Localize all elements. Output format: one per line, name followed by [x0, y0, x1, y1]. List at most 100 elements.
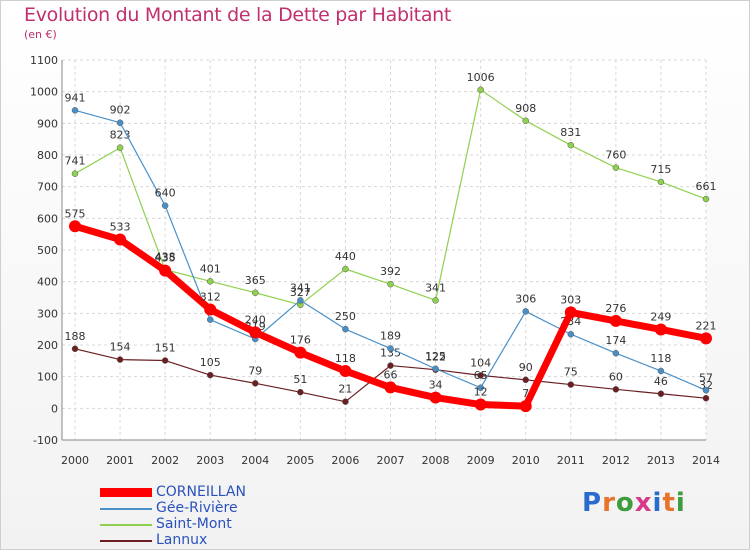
- y-tick-label: 100: [37, 371, 58, 384]
- x-tick-label: 2013: [647, 454, 675, 467]
- chart-title: Evolution du Montant de la Dette par Hab…: [24, 4, 452, 26]
- data-label-g-e-rivi-re: 65: [474, 369, 488, 382]
- x-tick-label: 2003: [196, 454, 224, 467]
- data-point-g-e-rivi-re: [567, 330, 575, 338]
- data-label-lannux: 154: [110, 341, 131, 354]
- data-point-saint-mont: [116, 144, 124, 151]
- data-label-corneillan: 435: [155, 252, 176, 265]
- legend-label-g-e-rivi-re: Gée-Rivière: [156, 500, 238, 516]
- data-point-g-e-rivi-re: [702, 387, 710, 394]
- data-point-lannux: [252, 380, 259, 387]
- data-label-corneillan: 176: [290, 334, 311, 347]
- data-label-saint-mont: 1006: [467, 71, 495, 84]
- data-point-lannux: [522, 376, 529, 384]
- data-point-corneillan: [114, 233, 127, 246]
- data-point-corneillan: [69, 220, 81, 233]
- data-label-g-e-rivi-re: 902: [110, 104, 131, 117]
- data-label-corneillan: 7: [522, 387, 529, 400]
- data-point-g-e-rivi-re: [432, 365, 439, 372]
- y-tick-label: 1000: [30, 86, 58, 99]
- data-point-lannux: [206, 371, 214, 379]
- data-point-lannux: [161, 357, 169, 364]
- data-label-saint-mont: 741: [65, 155, 86, 168]
- legend-swatch-saint-mont: [100, 524, 152, 526]
- data-point-corneillan: [249, 326, 262, 339]
- data-point-g-e-rivi-re: [116, 119, 124, 126]
- legend-label-corneillan: CORNEILLAN: [156, 484, 246, 500]
- data-point-saint-mont: [522, 117, 529, 125]
- legend-swatch-lannux: [100, 540, 152, 542]
- data-label-saint-mont: 438: [155, 251, 176, 264]
- y-tick-label: 700: [37, 181, 58, 194]
- data-label-lannux: 104: [470, 356, 491, 369]
- y-tick-label: 600: [37, 212, 58, 225]
- data-label-lannux: 46: [654, 375, 668, 388]
- legend-swatch-g-e-rivi-re: [100, 508, 152, 510]
- data-point-g-e-rivi-re: [612, 349, 620, 357]
- data-point-lannux: [342, 398, 349, 405]
- data-label-saint-mont: 327: [290, 286, 311, 299]
- legend-label-saint-mont: Saint-Mont: [156, 516, 232, 532]
- y-tick-label: 900: [37, 117, 58, 130]
- data-label-saint-mont: 760: [605, 149, 626, 162]
- y-tick-label: 1100: [30, 54, 58, 67]
- x-tick-label: 2002: [151, 454, 179, 467]
- data-point-lannux: [477, 372, 484, 379]
- data-point-g-e-rivi-re: [657, 367, 665, 375]
- logo-letter: P: [582, 488, 603, 518]
- data-point-saint-mont: [206, 278, 214, 285]
- data-point-lannux: [116, 356, 124, 363]
- x-tick-label: 2008: [422, 454, 450, 467]
- data-point-saint-mont: [477, 86, 484, 94]
- y-tick-label: 500: [37, 244, 58, 257]
- y-tick-label: 800: [37, 149, 58, 162]
- data-point-saint-mont: [657, 178, 665, 186]
- data-point-saint-mont: [71, 170, 79, 177]
- data-label-corneillan: 276: [605, 302, 626, 315]
- data-label-g-e-rivi-re: 125: [425, 350, 446, 363]
- logo-letter: i: [675, 488, 686, 518]
- logo-letter: r: [602, 488, 616, 518]
- data-point-saint-mont: [567, 141, 575, 149]
- data-label-saint-mont: 661: [696, 180, 717, 193]
- data-label-saint-mont: 715: [650, 163, 671, 176]
- chart-subtitle: (en €): [24, 28, 57, 41]
- data-label-corneillan: 118: [335, 352, 356, 365]
- data-point-lannux: [297, 388, 304, 396]
- data-point-g-e-rivi-re: [161, 202, 169, 209]
- data-point-corneillan: [339, 364, 352, 377]
- data-point-lannux: [612, 386, 620, 393]
- data-label-corneillan: 575: [65, 207, 86, 220]
- data-point-g-e-rivi-re: [297, 297, 304, 304]
- data-label-g-e-rivi-re: 341: [290, 281, 311, 294]
- logo-letter: i: [652, 488, 663, 518]
- x-tick-label: 2014: [692, 454, 720, 467]
- x-tick-label: 2004: [241, 454, 269, 467]
- data-label-g-e-rivi-re: 118: [650, 352, 671, 365]
- data-point-g-e-rivi-re: [387, 345, 394, 352]
- data-label-corneillan: 303: [560, 293, 581, 306]
- logo-letter: x: [634, 488, 653, 518]
- data-label-lannux: 90: [519, 361, 533, 374]
- data-label-saint-mont: 908: [515, 102, 536, 115]
- data-point-lannux: [702, 394, 710, 402]
- y-tick-label: 400: [37, 276, 58, 289]
- y-tick-label: 0: [51, 402, 58, 415]
- x-tick-label: 2009: [467, 454, 495, 467]
- data-point-saint-mont: [612, 164, 620, 171]
- data-point-lannux: [387, 362, 394, 369]
- data-point-corneillan: [204, 303, 217, 316]
- logo-letter: t: [662, 488, 676, 518]
- data-label-corneillan: 533: [110, 221, 131, 234]
- data-label-corneillan: 312: [200, 291, 221, 304]
- legend-label-lannux: Lannux: [156, 532, 208, 548]
- data-point-corneillan: [700, 332, 712, 345]
- data-point-lannux: [657, 390, 665, 398]
- data-point-corneillan: [474, 398, 487, 411]
- data-point-corneillan: [294, 346, 307, 359]
- data-label-corneillan: 240: [245, 313, 266, 326]
- x-tick-label: 2005: [286, 454, 314, 467]
- data-point-corneillan: [159, 264, 172, 277]
- proxiti-logo: Proxiti: [582, 488, 686, 518]
- data-label-lannux: 151: [155, 342, 176, 355]
